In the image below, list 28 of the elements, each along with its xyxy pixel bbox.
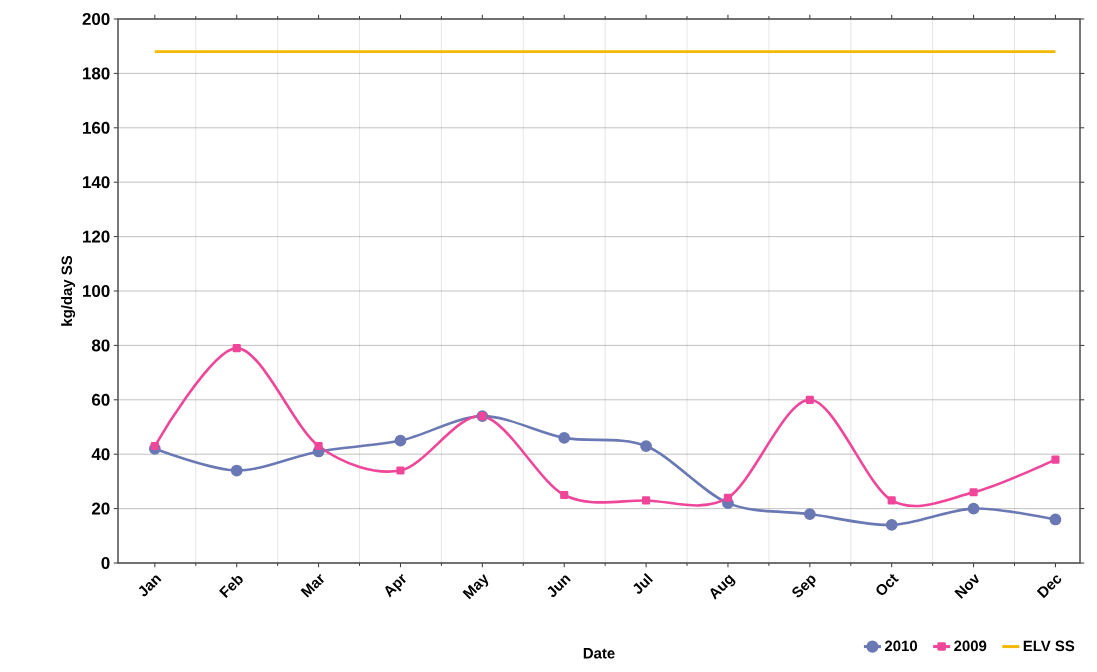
y-tick-label: 100 [83,285,110,297]
x-tick-label: Feb [219,575,243,598]
x-tick-label: Oct [876,573,899,595]
x-tick-label: Jul [633,572,653,594]
y-tick-label: 40 [91,448,110,461]
y-tick-label: 20 [91,502,110,515]
x-tick-label: Jun [547,575,571,597]
x-tick-label: Apr [385,574,406,598]
x-tick-label: Aug [710,574,736,600]
y-tick-label: 140 [83,176,110,189]
x-tick-label: Mar [300,574,324,598]
x-tick-label: Sep [792,575,816,598]
y-tick-label: 180 [83,67,110,80]
legend-label: ELV SS [1023,640,1075,652]
x-axis-title: Date [583,648,615,659]
y-tick-label: 120 [83,230,110,243]
legend-label: 2010 [884,640,918,652]
y-tick-label: 60 [92,393,110,406]
y-tick-label: 80 [91,339,110,352]
y-tick-label: 0 [101,557,110,569]
y-tick-label: 200 [82,13,110,25]
x-tick-label: Dec [1036,575,1062,599]
legend-label: 2009 [954,640,987,652]
y-axis-title: kg/day SS [61,255,76,326]
y-tick-label: 160 [83,121,110,134]
x-tick-label: Nov [954,573,979,599]
x-tick-label: May [462,573,489,600]
x-tick-label: Jan [138,575,162,597]
